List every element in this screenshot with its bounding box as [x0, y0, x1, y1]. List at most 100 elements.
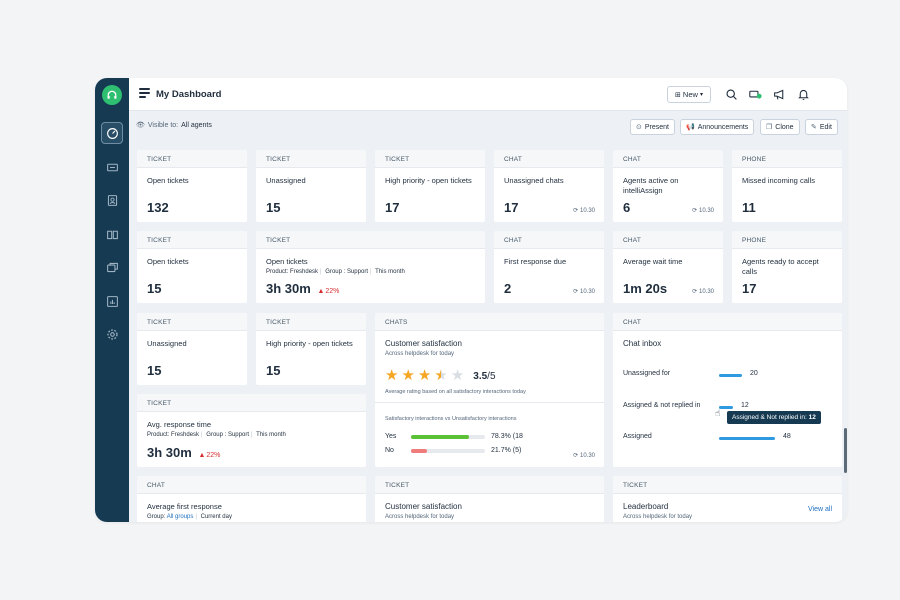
widget-unassigned-chats[interactable]: CHAT Unassigned chats 17 ⟳ 10.30 — [494, 150, 604, 222]
widget-agents-ready[interactable]: PHONE Agents ready to accept calls 17 — [732, 231, 842, 303]
megaphone-icon[interactable] — [772, 87, 786, 101]
new-button[interactable]: ⊞ New ▾ — [667, 86, 711, 103]
widget-open-tickets-time[interactable]: TICKET Open tickets Product: Freshdesk | … — [256, 231, 485, 303]
widget-agents-active[interactable]: CHAT Agents active on intelliAssign 6 ⟳ … — [613, 150, 723, 222]
widget-value: 15 — [147, 281, 162, 296]
widget-high-priority[interactable]: TICKET High priority - open tickets 17 — [375, 150, 485, 222]
inbox-row-label: Assigned & not replied in — [623, 402, 701, 409]
sidebar — [95, 78, 129, 522]
visibility-value: All agents — [181, 121, 212, 129]
group-label: Group : — [206, 432, 227, 438]
no-value: 21.7% (5) — [491, 447, 522, 454]
widget-subtitle: Across helpdesk for today — [623, 514, 693, 520]
widget-average-first-response[interactable]: CHAT Average first response Group: All g… — [137, 476, 366, 522]
group-value: All groups — [166, 514, 194, 520]
bell-icon[interactable] — [796, 87, 810, 101]
sidebar-item-knowledge-base[interactable] — [101, 223, 123, 245]
sidebar-item-reports[interactable] — [101, 290, 123, 312]
headset-logo-icon[interactable] — [102, 85, 122, 105]
widget-type: TICKET — [137, 394, 366, 412]
scrollbar[interactable] — [844, 428, 847, 473]
empty-star-icon: ★ — [450, 367, 465, 384]
widget-avg-response-time[interactable]: TICKET Avg. response time Product: Fresh… — [137, 394, 366, 467]
widget-value-row: 3h 30m ▲22% — [266, 281, 339, 296]
widget-value: 6 — [623, 200, 631, 215]
sidebar-item-dashboard[interactable] — [101, 122, 123, 144]
widget-title: High priority - open tickets — [385, 176, 472, 185]
product-label: Product: — [147, 432, 170, 438]
group-value: Support — [346, 269, 368, 275]
refresh-time: ⟳ 10.30 — [573, 207, 595, 214]
announcements-button[interactable]: 📢 Announcements — [680, 119, 755, 135]
widget-average-wait[interactable]: CHAT Average wait time 1m 20s ⟳ 10.30 — [613, 231, 723, 303]
channel-status-icon[interactable] — [748, 87, 762, 101]
widget-unassigned-2[interactable]: TICKET Unassigned 15 — [137, 313, 247, 385]
yes-bar-fill — [411, 434, 469, 439]
widget-type: TICKET — [137, 231, 247, 249]
inbox-row-value: 48 — [783, 433, 791, 440]
product-value: Freshdesk — [171, 432, 200, 438]
page-title: My Dashboard — [156, 89, 222, 100]
rating-note: Average rating based on all satisfactory… — [385, 389, 526, 395]
clone-button[interactable]: ❐ Clone — [760, 119, 800, 135]
copy-icon: ❐ — [766, 124, 773, 131]
widget-title: Customer satisfaction — [385, 339, 462, 348]
widget-value-row: 3h 30m ▲22% — [147, 445, 220, 460]
sidebar-item-chat[interactable] — [101, 256, 123, 278]
star-icon: ★ — [401, 367, 415, 384]
widget-customer-satisfaction-tickets[interactable]: TICKET Customer satisfaction Across help… — [375, 476, 604, 522]
rating-value: 3.5 — [473, 370, 488, 382]
visibility-indicator[interactable]: 👁 Visible to: All agents — [136, 121, 212, 130]
search-icon[interactable] — [724, 87, 738, 101]
inbox-bar[interactable] — [719, 374, 742, 377]
widget-title: Avg. response time — [147, 420, 212, 429]
hamburger-menu-icon[interactable] — [139, 88, 150, 98]
widget-filters: Product: Freshdesk | Group : Support | Thi… — [147, 432, 286, 438]
gear-icon — [106, 328, 118, 340]
half-star-icon: ★ — [434, 367, 448, 384]
present-button[interactable]: ⊙ Present — [630, 119, 675, 135]
plus-square-icon: ⊞ — [675, 91, 681, 99]
chart-tooltip: Assigned & Not replied in: 12 — [727, 411, 821, 424]
widget-subtitle: Across helpdesk for today — [385, 351, 455, 357]
rating-max: /5 — [487, 370, 496, 382]
widget-type: CHAT — [613, 313, 842, 331]
group-value: Support — [227, 432, 249, 438]
sidebar-item-tickets[interactable] — [101, 156, 123, 178]
refresh-icon: ⟳ — [573, 208, 579, 214]
widget-type: PHONE — [732, 231, 842, 249]
widget-value: 17 — [504, 200, 519, 215]
eye-icon: 👁 — [136, 122, 145, 129]
inbox-bar[interactable] — [719, 437, 775, 440]
widget-type: TICKET — [137, 150, 247, 168]
edit-button[interactable]: ✎ Edit — [805, 119, 838, 135]
inbox-row-label: Assigned — [623, 433, 652, 440]
satisfaction-no-row: No 21.7% (5) — [385, 447, 521, 454]
widget-missed-calls[interactable]: PHONE Missed incoming calls 11 — [732, 150, 842, 222]
refresh-time-text: 10.30 — [579, 453, 595, 459]
edit-label: Edit — [819, 123, 832, 131]
trend-value: 22% — [206, 452, 221, 459]
widget-title: High priority - open tickets — [266, 339, 353, 348]
inbox-bar[interactable] — [719, 406, 733, 409]
widget-type: CHATS — [375, 313, 604, 331]
widget-customer-satisfaction[interactable]: CHATS Customer satisfaction Across helpd… — [375, 313, 604, 467]
widget-value: 15 — [266, 200, 281, 215]
sidebar-item-contacts[interactable] — [101, 189, 123, 211]
widget-type: CHAT — [613, 231, 723, 249]
widget-open-tickets[interactable]: TICKET Open tickets 132 — [137, 150, 247, 222]
widget-leaderboard[interactable]: TICKET Leaderboard Across helpdesk for t… — [613, 476, 842, 522]
widget-chat-inbox[interactable]: CHAT Chat inbox Unassigned for 20 Assign… — [613, 313, 842, 467]
refresh-time: ⟳ 10.30 — [692, 288, 714, 295]
widget-unassigned[interactable]: TICKET Unassigned 15 — [256, 150, 366, 222]
widget-open-tickets-2[interactable]: TICKET Open tickets 15 — [137, 231, 247, 303]
product-label: Product: — [266, 269, 289, 275]
refresh-time-text: 10.30 — [579, 208, 595, 214]
view-all-link[interactable]: View all — [808, 506, 832, 513]
widget-first-response-due[interactable]: CHAT First response due 2 ⟳ 10.30 — [494, 231, 604, 303]
widget-type: CHAT — [494, 231, 604, 249]
widget-high-priority-2[interactable]: TICKET High priority - open tickets 15 — [256, 313, 366, 385]
star-icon: ★ — [385, 367, 399, 384]
tooltip-label: Assigned & Not replied in: — [732, 414, 807, 421]
sidebar-item-settings[interactable] — [101, 323, 123, 345]
